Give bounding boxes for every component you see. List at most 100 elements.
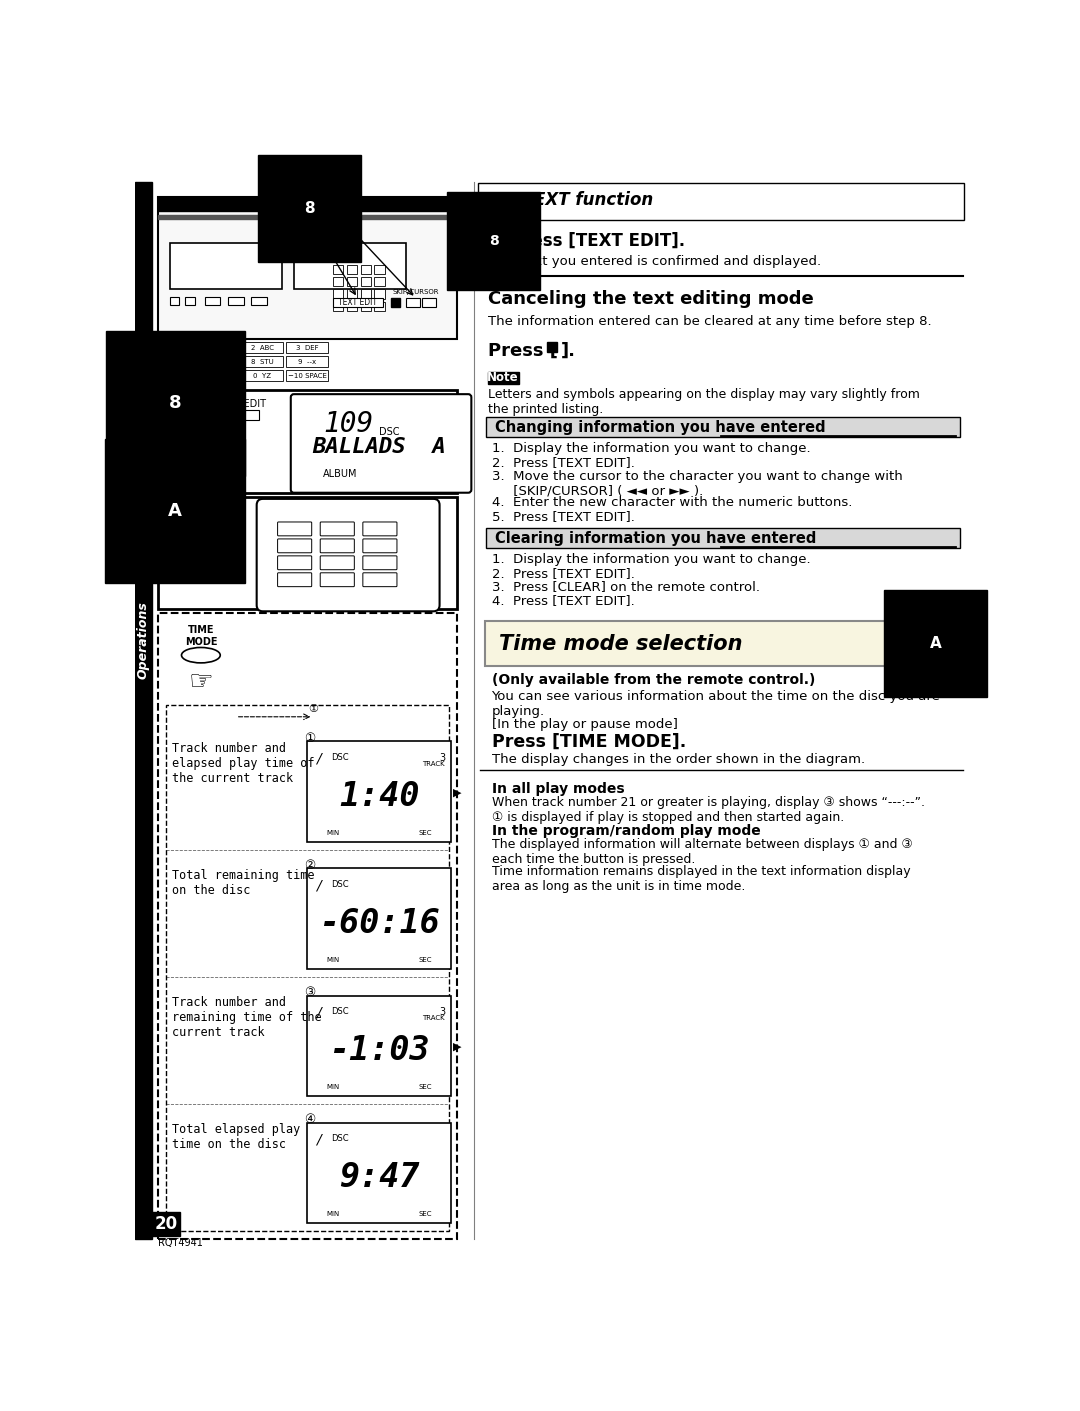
Text: In all play modes: In all play modes: [491, 782, 624, 796]
Text: [In the play or pause mode]: [In the play or pause mode]: [491, 718, 677, 731]
Text: /: /: [316, 1006, 321, 1020]
Text: 2.  Press [TEXT EDIT].: 2. Press [TEXT EDIT].: [491, 456, 634, 468]
Ellipse shape: [195, 528, 238, 545]
Bar: [406, 298, 420, 308]
Text: /: /: [316, 752, 321, 765]
FancyBboxPatch shape: [241, 341, 283, 353]
Text: ▶: ▶: [453, 787, 461, 797]
FancyBboxPatch shape: [241, 370, 283, 381]
Bar: [333, 302, 343, 310]
Bar: [170, 243, 282, 289]
Text: -1:03: -1:03: [328, 1034, 430, 1067]
Bar: [488, 373, 518, 384]
Bar: [159, 198, 457, 340]
Text: BALLADS  A: BALLADS A: [312, 437, 446, 457]
FancyBboxPatch shape: [363, 573, 397, 587]
Bar: [375, 277, 386, 286]
Text: Press [TEXT EDIT].: Press [TEXT EDIT].: [511, 231, 685, 250]
Text: (Only available from the remote control.): (Only available from the remote control.…: [491, 673, 815, 687]
Text: 1  &::: 1 &::: [207, 344, 227, 351]
Text: 8: 8: [489, 234, 499, 248]
Bar: [347, 277, 357, 286]
Text: SKIP/CURSOR: SKIP/CURSOR: [392, 289, 438, 295]
Bar: [375, 289, 386, 299]
Text: RQT4941: RQT4941: [159, 1237, 203, 1249]
Text: Press [: Press [: [488, 341, 557, 360]
Text: TRACK: TRACK: [422, 1015, 445, 1020]
Text: TEXT EDIT: TEXT EDIT: [216, 399, 267, 409]
FancyBboxPatch shape: [307, 1123, 451, 1223]
Bar: [170, 298, 179, 305]
Bar: [361, 265, 372, 274]
Text: DSC: DSC: [332, 880, 349, 889]
Bar: [205, 298, 220, 305]
Text: DSC: DSC: [379, 428, 400, 437]
Text: When track number 21 or greater is playing, display ③ shows “---:--”.
① is displ: When track number 21 or greater is playi…: [491, 796, 924, 824]
Text: The display changes in the order shown in the diagram.: The display changes in the order shown i…: [491, 753, 865, 766]
FancyBboxPatch shape: [321, 573, 354, 587]
FancyBboxPatch shape: [485, 621, 961, 666]
FancyBboxPatch shape: [286, 356, 328, 367]
FancyBboxPatch shape: [363, 522, 397, 536]
Text: The displayed information will alternate between displays ① and ③
each time the : The displayed information will alternate…: [491, 838, 913, 866]
Bar: [333, 289, 343, 299]
FancyBboxPatch shape: [241, 356, 283, 367]
Text: Changing information you have entered: Changing information you have entered: [496, 419, 826, 435]
Text: Operations: Operations: [137, 601, 150, 679]
Text: ].: ].: [562, 341, 577, 360]
Text: ④: ④: [303, 1113, 315, 1126]
Text: 8: 8: [305, 202, 314, 216]
Text: MIN: MIN: [326, 1084, 339, 1091]
Text: ☞: ☞: [188, 669, 214, 696]
Text: ▶: ▶: [453, 1041, 461, 1051]
Text: Canceling the text editing mode: Canceling the text editing mode: [488, 291, 813, 308]
Bar: [159, 198, 457, 210]
Text: The text you entered is confirmed and displayed.: The text you entered is confirmed and di…: [491, 255, 821, 268]
Text: 2.  Press [TEXT EDIT].: 2. Press [TEXT EDIT].: [491, 567, 634, 580]
Text: ☞: ☞: [218, 430, 248, 464]
Bar: [422, 298, 435, 308]
Text: 3: 3: [438, 753, 445, 763]
Text: TRACK: TRACK: [422, 761, 445, 766]
Text: Press [TIME MODE].: Press [TIME MODE].: [491, 732, 686, 751]
Text: 20: 20: [154, 1215, 177, 1233]
Bar: [159, 497, 457, 610]
Text: −10 SPACE: −10 SPACE: [287, 373, 326, 378]
Text: Total remaining time
on the disc: Total remaining time on the disc: [172, 869, 314, 897]
Text: 1:40: 1:40: [339, 780, 419, 813]
Text: 0  YZ: 0 YZ: [253, 373, 271, 378]
Text: TIME
MODE: TIME MODE: [185, 625, 217, 646]
Text: ①: ①: [308, 704, 319, 714]
Text: 2  ABC: 2 ABC: [251, 344, 273, 351]
FancyBboxPatch shape: [321, 522, 354, 536]
Bar: [347, 289, 357, 299]
Text: 9  --x: 9 --x: [298, 358, 316, 365]
Bar: [186, 298, 194, 305]
Text: 5.  Press [TEXT EDIT].: 5. Press [TEXT EDIT].: [491, 509, 634, 522]
Text: 4.  Enter the new character with the numeric buttons.: 4. Enter the new character with the nume…: [491, 495, 852, 509]
Text: TIME
MODE: TIME MODE: [200, 501, 232, 522]
Text: 8  STU: 8 STU: [251, 358, 273, 365]
Bar: [361, 302, 372, 310]
Text: MIN: MIN: [326, 957, 339, 964]
FancyBboxPatch shape: [257, 499, 440, 611]
FancyBboxPatch shape: [278, 539, 312, 553]
Text: TEXT EDIT: TEXT EDIT: [338, 298, 377, 308]
FancyBboxPatch shape: [321, 556, 354, 570]
Text: Time mode selection: Time mode selection: [499, 634, 743, 653]
Bar: [159, 612, 457, 1239]
Text: Note: Note: [487, 371, 518, 384]
Text: 109: 109: [323, 411, 374, 439]
FancyBboxPatch shape: [486, 418, 960, 437]
Text: /: /: [316, 1133, 321, 1147]
Text: 3.  Press [CLEAR] on the remote control.: 3. Press [CLEAR] on the remote control.: [491, 580, 759, 594]
Bar: [347, 265, 357, 274]
FancyBboxPatch shape: [278, 573, 312, 587]
FancyBboxPatch shape: [286, 341, 328, 353]
Text: SEC: SEC: [419, 1211, 432, 1218]
FancyBboxPatch shape: [307, 996, 451, 1096]
Bar: [135, 182, 152, 1239]
Bar: [361, 289, 372, 299]
Bar: [252, 298, 267, 305]
Text: DSC: DSC: [332, 753, 349, 762]
